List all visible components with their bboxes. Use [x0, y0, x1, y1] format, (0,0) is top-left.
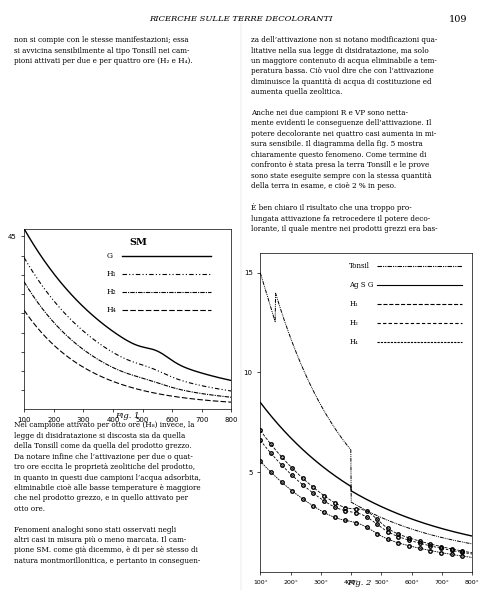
H₂ [431, 543, 437, 550]
H₄ [120, 381, 125, 388]
G [191, 367, 197, 374]
H₂ [358, 510, 364, 518]
Text: Fig. 2: Fig. 2 [347, 579, 371, 587]
Text: H₂: H₂ [349, 319, 358, 327]
G [21, 225, 27, 232]
H₂ [257, 436, 263, 444]
H₁ [360, 506, 365, 514]
H₁ [469, 549, 475, 556]
Text: Nel campione attivato per otto ore (H₈) invece, la
legge di disidratazione si di: Nel campione attivato per otto ore (H₈) … [14, 421, 201, 565]
Text: Tonsil: Tonsil [349, 262, 370, 270]
Tonsil [464, 539, 470, 547]
Line: G: G [24, 229, 231, 380]
H₄ [358, 521, 364, 528]
H₁ [464, 548, 470, 556]
Text: H₂: H₂ [107, 288, 117, 296]
Ag S G [257, 399, 263, 406]
H₄ [257, 458, 263, 465]
Ag S G [372, 500, 378, 507]
G [145, 344, 150, 352]
H₄ [21, 306, 27, 314]
Ag S G [431, 523, 437, 530]
H₂ [134, 373, 139, 380]
Ag S G [384, 505, 389, 512]
H₂ [120, 368, 125, 375]
Ag S G [360, 494, 365, 501]
H₂ [464, 550, 470, 557]
Text: RICERCHE SULLE TERRE DECOLORANTI: RICERCHE SULLE TERRE DECOLORANTI [149, 15, 333, 23]
Line: Ag S G: Ag S G [260, 402, 472, 536]
Text: 109: 109 [449, 15, 468, 24]
H₄ [431, 548, 437, 555]
H₁ [120, 354, 125, 361]
Line: H₁: H₁ [24, 258, 231, 391]
H₁ [145, 363, 150, 370]
H₁ [224, 386, 229, 394]
Line: H₄: H₄ [260, 461, 472, 557]
H₄ [134, 385, 139, 393]
Tonsil [257, 269, 263, 276]
H₂ [21, 278, 27, 285]
H₂ [191, 389, 197, 396]
H₂ [145, 376, 150, 383]
H₄ [224, 399, 229, 406]
Line: Tonsil: Tonsil [260, 273, 472, 544]
Tonsil [384, 516, 389, 523]
H₂ [469, 550, 475, 557]
H₂ [121, 368, 127, 376]
Line: H₂: H₂ [260, 440, 472, 554]
Text: H₄: H₄ [349, 338, 358, 346]
H₂ [228, 394, 234, 401]
Line: H₄: H₄ [24, 310, 231, 402]
Text: non si compie con le stesse manifestazioni; essa
si avvicina sensibilmente al ti: non si compie con le stesse manifestazio… [14, 36, 193, 65]
Ag S G [358, 493, 364, 500]
H₁ [372, 514, 378, 521]
Text: SM: SM [129, 238, 147, 247]
H₄ [360, 521, 365, 529]
H₄ [384, 535, 389, 542]
Text: Ag S G: Ag S G [349, 281, 374, 289]
Tonsil [469, 541, 475, 548]
Tonsil [372, 511, 378, 518]
G [224, 376, 229, 383]
H₁ [384, 524, 389, 531]
H₁ [228, 387, 234, 394]
H₂ [372, 519, 378, 526]
H₄ [228, 399, 234, 406]
G [121, 335, 127, 342]
G [120, 334, 125, 341]
H₁ [358, 506, 364, 513]
Text: Fig. 1: Fig. 1 [116, 412, 140, 420]
H₁ [21, 254, 27, 261]
H₄ [145, 388, 150, 395]
H₁ [257, 427, 263, 434]
Text: H₄: H₄ [107, 306, 117, 314]
Line: H₂: H₂ [24, 282, 231, 397]
Ag S G [464, 532, 470, 539]
G [134, 341, 139, 349]
H₁ [431, 541, 437, 548]
Tonsil [431, 532, 437, 539]
Tonsil [358, 504, 364, 511]
H₂ [224, 393, 229, 400]
H₁ [134, 359, 139, 367]
G [228, 377, 234, 384]
H₂ [384, 527, 389, 535]
H₄ [191, 396, 197, 403]
Text: G: G [107, 252, 113, 260]
H₁ [121, 355, 127, 362]
H₄ [464, 553, 470, 560]
H₁ [191, 380, 197, 388]
H₄ [469, 554, 475, 561]
Tonsil [360, 504, 365, 512]
H₄ [372, 529, 378, 536]
H₂ [360, 511, 365, 518]
Line: H₁: H₁ [260, 430, 472, 553]
H₄ [121, 382, 127, 389]
Text: H₁: H₁ [107, 270, 117, 278]
Ag S G [469, 533, 475, 540]
Text: za dell’attivazione non si notano modificazioni qua-
litative nella sua legge di: za dell’attivazione non si notano modifi… [251, 36, 437, 233]
Text: H₁: H₁ [349, 300, 358, 308]
